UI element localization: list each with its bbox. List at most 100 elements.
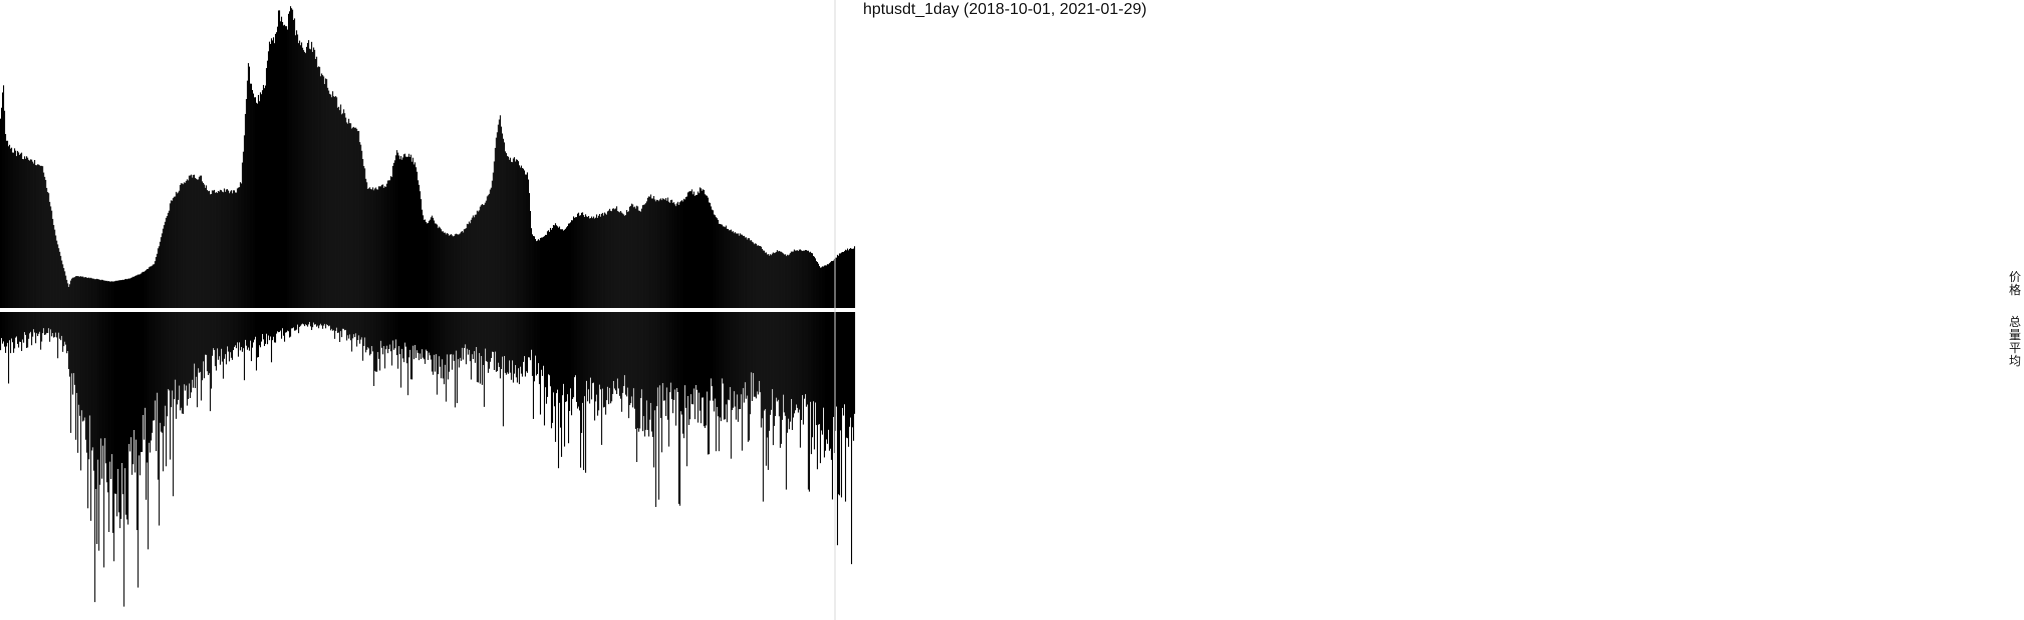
volume-bar (338, 312, 340, 333)
price-bar (191, 177, 193, 308)
volume-bar (295, 312, 297, 331)
volume-bar (116, 312, 118, 517)
volume-bar (42, 312, 44, 334)
price-bar (145, 270, 147, 308)
volume-bar (379, 312, 381, 371)
volume-bar (45, 312, 47, 335)
price-bar (752, 242, 754, 308)
volume-bar (819, 312, 821, 464)
volume-bar (789, 312, 791, 422)
volume-bar (793, 312, 795, 414)
price-bar (820, 267, 822, 308)
volume-bar (420, 312, 422, 359)
volume-bar (9, 312, 11, 341)
volume-bar (157, 312, 159, 480)
volume-bar (253, 312, 255, 340)
volume-bar (614, 312, 616, 389)
price-bar (66, 279, 68, 308)
volume-bar (268, 312, 271, 341)
price-bar (87, 277, 89, 308)
volume-bar (529, 312, 531, 361)
price-bar (683, 198, 685, 308)
price-bar (456, 234, 458, 308)
price-bar (844, 249, 847, 308)
price-bar (801, 250, 803, 308)
price-bar (733, 233, 735, 308)
volume-bar (195, 312, 197, 377)
volume-bar (582, 312, 584, 403)
volume-bar (183, 312, 185, 385)
volume-bar (304, 312, 306, 327)
price-bar (721, 224, 723, 308)
price-bar (839, 253, 842, 308)
price-bar (286, 26, 288, 308)
price-bar (550, 229, 553, 308)
volume-bar (316, 312, 318, 327)
price-bar (516, 159, 518, 308)
price-bar (107, 281, 109, 308)
volume-bar (440, 312, 442, 379)
price-bar (618, 211, 620, 308)
volume-bar (34, 312, 36, 333)
volume-bar (98, 312, 100, 551)
volume-bar (401, 312, 403, 349)
price-bar (469, 223, 471, 308)
price-bar (277, 10, 280, 308)
volume-bar (121, 312, 123, 463)
volume-bar (839, 312, 842, 431)
volume-bar (672, 312, 674, 414)
price-bar (461, 231, 463, 308)
volume-bar (81, 312, 83, 411)
price-bar (196, 179, 198, 308)
price-bar (32, 161, 34, 308)
price-bar (269, 43, 272, 309)
price-bar (692, 194, 694, 308)
volume-bar (769, 312, 771, 415)
price-bar (774, 252, 776, 308)
price-bar (600, 216, 602, 308)
volume-bar (301, 312, 303, 325)
price-bar (367, 188, 369, 308)
volume-bar (774, 312, 776, 417)
price-bar (741, 234, 743, 308)
price-bar (30, 159, 32, 308)
price-bar (666, 200, 668, 308)
volume-bar (753, 312, 755, 397)
volume-bar (690, 312, 692, 395)
volume-bar (347, 312, 349, 336)
volume-bar (682, 312, 684, 434)
volume-bar (244, 312, 246, 340)
volume-bar (75, 312, 77, 440)
volume-bar (77, 312, 79, 453)
volume-bar (180, 312, 182, 408)
price-bar (273, 43, 276, 309)
volume-bar (11, 312, 13, 339)
price-bar (263, 88, 266, 308)
volume-bar (459, 312, 461, 358)
volume-bar (648, 312, 650, 437)
volume-bar (780, 312, 782, 444)
price-bar (228, 193, 230, 308)
volume-bar (78, 312, 80, 405)
volume-bar (553, 312, 556, 407)
volume-bar (710, 312, 712, 379)
price-bar (177, 192, 179, 308)
price-bar (293, 19, 295, 309)
price-bar (210, 194, 212, 308)
price-bar (577, 213, 579, 308)
price-bar (69, 284, 71, 308)
volume-bar (419, 312, 421, 354)
price-bar (332, 91, 334, 309)
price-bar (786, 254, 788, 308)
price-bar (100, 280, 102, 308)
volume-bar (413, 312, 415, 360)
volume-bar (235, 312, 237, 349)
price-bar (690, 191, 692, 308)
volume-bar (293, 312, 295, 328)
volume-bar (602, 312, 604, 389)
price-bar (475, 214, 477, 308)
price-bar (494, 147, 496, 308)
volume-bar (62, 312, 64, 352)
volume-bar (561, 312, 564, 396)
volume-bar (302, 312, 304, 324)
